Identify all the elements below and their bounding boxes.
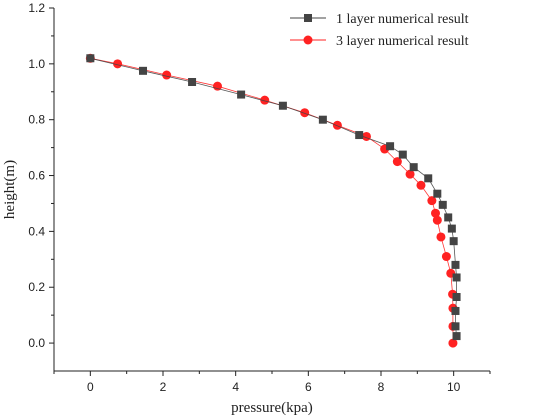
legend-item-1: 1 layer numerical result xyxy=(290,12,469,27)
x-tick-label: 10 xyxy=(447,380,461,394)
square-point xyxy=(449,237,458,246)
circle-point xyxy=(213,81,222,91)
square-point xyxy=(451,322,460,331)
legend-square-marker xyxy=(304,14,312,22)
y-tick-label: 0.8 xyxy=(28,113,45,127)
square-point xyxy=(438,200,447,209)
legend-label: 1 layer numerical result xyxy=(336,12,469,27)
square-point xyxy=(355,131,364,140)
series-1-line xyxy=(90,57,458,337)
y-axis-title: height(m) xyxy=(2,160,18,219)
square-point xyxy=(409,163,418,172)
square-point xyxy=(188,77,197,86)
circle-point xyxy=(436,232,446,242)
x-tick-label: 2 xyxy=(160,380,167,394)
series-layer xyxy=(85,53,461,348)
x-tick-label: 8 xyxy=(378,380,385,394)
square-point xyxy=(452,293,461,302)
y-tick-label: 0.6 xyxy=(28,169,45,183)
y-tick-label: 0.2 xyxy=(28,280,45,294)
square-point xyxy=(139,66,148,75)
square-point xyxy=(447,224,456,233)
square-point xyxy=(451,260,460,269)
square-point xyxy=(386,142,395,151)
circle-point xyxy=(416,180,426,190)
square-point xyxy=(452,332,461,341)
circle-point xyxy=(162,70,172,80)
circle-point xyxy=(405,169,415,179)
square-point xyxy=(398,150,407,159)
square-point xyxy=(451,306,460,315)
series-2 xyxy=(85,53,458,348)
square-point xyxy=(86,54,95,63)
series-2-line xyxy=(90,57,454,344)
legend: 1 layer numerical result 3 layer numerica… xyxy=(290,12,469,49)
square-point xyxy=(433,189,442,198)
circle-point xyxy=(432,215,442,225)
y-tick-label: 1.0 xyxy=(28,57,45,71)
square-point xyxy=(278,101,287,110)
series-1 xyxy=(86,54,461,341)
axes: 0 2 4 6 8 10 0.0 0.2 0.4 0.6 0.8 1.0 1.2 xyxy=(28,1,491,394)
x-tick-label: 4 xyxy=(232,380,239,394)
y-tick-label: 0.4 xyxy=(28,224,45,238)
circle-point xyxy=(300,108,310,118)
square-point xyxy=(452,273,461,282)
legend-item-2: 3 layer numerical result xyxy=(290,34,469,49)
circle-point xyxy=(392,157,402,167)
square-point xyxy=(237,90,246,99)
x-tick-label: 6 xyxy=(305,380,312,394)
legend-circle-marker xyxy=(303,35,313,45)
circle-point xyxy=(448,338,458,348)
circle-point xyxy=(332,120,342,130)
square-point xyxy=(318,115,327,124)
square-point xyxy=(424,174,433,183)
y-tick-label: 1.2 xyxy=(28,1,45,15)
square-point xyxy=(444,213,453,222)
circle-point xyxy=(260,95,270,105)
x-tick-label: 0 xyxy=(87,380,94,394)
y-tick-label: 0.0 xyxy=(28,336,45,350)
circle-point xyxy=(427,196,437,206)
circle-point xyxy=(431,208,440,218)
circle-point xyxy=(441,252,451,262)
x-axis-title: pressure(kpa) xyxy=(231,400,313,416)
circle-point xyxy=(113,59,123,69)
legend-label: 3 layer numerical result xyxy=(336,34,469,49)
